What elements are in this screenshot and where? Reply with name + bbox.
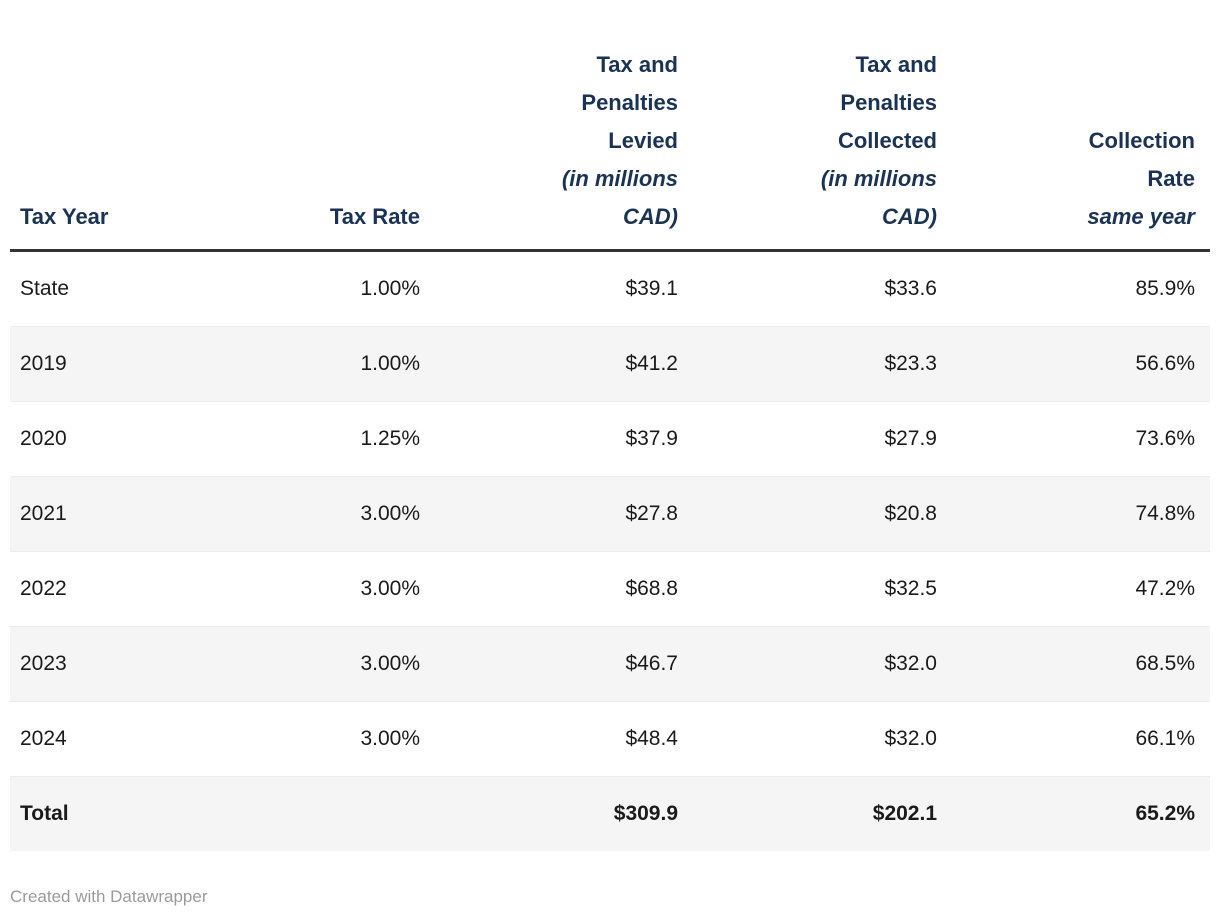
cell-collection-rate: 85.9% xyxy=(1135,277,1195,300)
cell-tax-rate: 1.00% xyxy=(360,352,420,375)
header-tax-year: Tax Year xyxy=(10,46,265,251)
header-unit-note: (in millions CAD) xyxy=(561,166,678,229)
table-row: 2024 3.00% $48.4 $32.0 66.1% xyxy=(10,701,1210,777)
header-unit-note: (in millions CAD) xyxy=(820,166,937,229)
datawrapper-attribution-link[interactable]: Created with Datawrapper xyxy=(10,887,208,906)
cell-tax-rate: 1.00% xyxy=(360,277,420,300)
cell-tax-year: 2020 xyxy=(20,427,67,450)
cell-tax-year: State xyxy=(20,277,70,300)
cell-tax-year: 2024 xyxy=(20,727,67,750)
cell-collection-rate: 47.2% xyxy=(1135,577,1195,600)
cell-tax-rate: 3.00% xyxy=(360,577,420,600)
cell-collected: $32.5 xyxy=(884,577,937,600)
cell-collection-rate: 68.5% xyxy=(1135,652,1195,675)
cell-levied: $46.7 xyxy=(625,652,678,675)
table-body: State 1.00% $39.1 $33.6 85.9% 2019 1.00%… xyxy=(10,251,1210,777)
header-unit-note: same year xyxy=(1087,204,1195,229)
table-row: State 1.00% $39.1 $33.6 85.9% xyxy=(10,251,1210,327)
cell-collected: $32.0 xyxy=(884,727,937,750)
header-label: Tax and Penalties Collected xyxy=(837,52,937,153)
header-row: Tax Year Tax Rate Tax and Penalties Levi… xyxy=(10,46,1210,251)
table-row: 2021 3.00% $27.8 $20.8 74.8% xyxy=(10,476,1210,552)
cell-levied: $27.8 xyxy=(625,502,678,525)
cell-collected: $33.6 xyxy=(884,277,937,300)
cell-tax-year: 2022 xyxy=(20,577,67,600)
header-label: Tax Rate xyxy=(329,204,420,229)
table-header: Tax Year Tax Rate Tax and Penalties Levi… xyxy=(10,46,1210,251)
data-table: Tax Year Tax Rate Tax and Penalties Levi… xyxy=(10,46,1210,851)
header-tax-rate: Tax Rate xyxy=(265,46,435,251)
table-row: 2020 1.25% $37.9 $27.9 73.6% xyxy=(10,401,1210,477)
table-row: 2023 3.00% $46.7 $32.0 68.5% xyxy=(10,626,1210,702)
cell-levied: $37.9 xyxy=(625,427,678,450)
cell-collected: $32.0 xyxy=(884,652,937,675)
cell-collection-rate: 66.1% xyxy=(1135,727,1195,750)
cell-collected: $20.8 xyxy=(884,502,937,525)
cell-total-collected: $202.1 xyxy=(872,802,937,825)
header-collection-rate: Collection Rate same year xyxy=(952,46,1210,251)
header-collected: Tax and Penalties Collected (in millions… xyxy=(693,46,952,251)
cell-tax-year: 2019 xyxy=(20,352,67,375)
cell-collected: $27.9 xyxy=(884,427,937,450)
cell-tax-rate: 3.00% xyxy=(360,652,420,675)
header-label: Tax Year xyxy=(20,204,109,229)
header-label: Tax and Penalties Levied xyxy=(581,52,678,153)
cell-collection-rate: 74.8% xyxy=(1135,502,1195,525)
cell-tax-rate: 1.25% xyxy=(360,427,420,450)
cell-total-tax-rate xyxy=(265,777,435,852)
cell-total-label: Total xyxy=(20,802,69,825)
cell-levied: $39.1 xyxy=(625,277,678,300)
cell-levied: $41.2 xyxy=(625,352,678,375)
table-total-section: Total $309.9 $202.1 65.2% xyxy=(10,776,1210,852)
total-row: Total $309.9 $202.1 65.2% xyxy=(10,776,1210,852)
cell-total-levied: $309.9 xyxy=(613,802,678,825)
table-row: 2022 3.00% $68.8 $32.5 47.2% xyxy=(10,551,1210,627)
cell-total-collection-rate: 65.2% xyxy=(1135,802,1195,825)
cell-tax-rate: 3.00% xyxy=(360,727,420,750)
cell-levied: $68.8 xyxy=(625,577,678,600)
header-levied: Tax and Penalties Levied (in millions CA… xyxy=(435,46,693,251)
header-label: Collection Rate xyxy=(1088,128,1195,191)
cell-collection-rate: 56.6% xyxy=(1135,352,1195,375)
cell-tax-year: 2023 xyxy=(20,652,67,675)
cell-collection-rate: 73.6% xyxy=(1135,427,1195,450)
cell-levied: $48.4 xyxy=(625,727,678,750)
cell-collected: $23.3 xyxy=(884,352,937,375)
cell-tax-rate: 3.00% xyxy=(360,502,420,525)
table-row: 2019 1.00% $41.2 $23.3 56.6% xyxy=(10,326,1210,402)
cell-tax-year: 2021 xyxy=(20,502,67,525)
